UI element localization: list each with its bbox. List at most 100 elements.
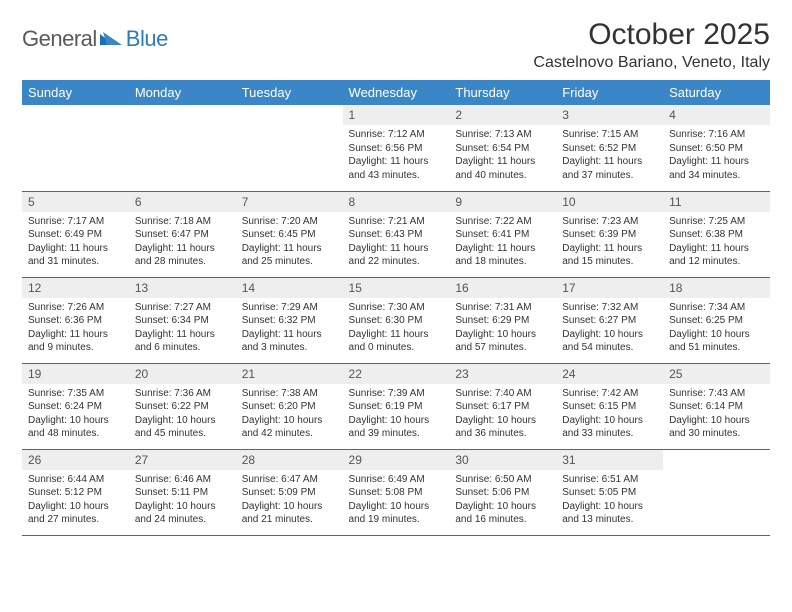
calendar-cell: 24Sunrise: 7:42 AMSunset: 6:15 PMDayligh… <box>556 363 663 449</box>
daylight: Daylight: 10 hours and 48 minutes. <box>28 414 123 441</box>
day-number: 7 <box>236 192 343 212</box>
day-number: 18 <box>663 278 770 298</box>
day-number: 10 <box>556 192 663 212</box>
sunset: Sunset: 6:41 PM <box>455 228 550 242</box>
sunset: Sunset: 5:05 PM <box>562 486 657 500</box>
daylight: Daylight: 11 hours and 43 minutes. <box>349 155 444 182</box>
sunset: Sunset: 6:39 PM <box>562 228 657 242</box>
calendar-cell: 18Sunrise: 7:34 AMSunset: 6:25 PMDayligh… <box>663 277 770 363</box>
day-body: Sunrise: 7:35 AMSunset: 6:24 PMDaylight:… <box>22 384 129 445</box>
day-body: Sunrise: 6:47 AMSunset: 5:09 PMDaylight:… <box>236 470 343 531</box>
dayheader-sun: Sunday <box>22 80 129 105</box>
daylight: Daylight: 11 hours and 31 minutes. <box>28 242 123 269</box>
day-number: 21 <box>236 364 343 384</box>
day-number: 12 <box>22 278 129 298</box>
day-body: Sunrise: 7:43 AMSunset: 6:14 PMDaylight:… <box>663 384 770 445</box>
day-body: Sunrise: 7:15 AMSunset: 6:52 PMDaylight:… <box>556 125 663 186</box>
daylight: Daylight: 10 hours and 39 minutes. <box>349 414 444 441</box>
daylight: Daylight: 11 hours and 25 minutes. <box>242 242 337 269</box>
day-number: 20 <box>129 364 236 384</box>
daylight: Daylight: 11 hours and 6 minutes. <box>135 328 230 355</box>
calendar-row: 26Sunrise: 6:44 AMSunset: 5:12 PMDayligh… <box>22 449 770 535</box>
sunset: Sunset: 6:30 PM <box>349 314 444 328</box>
calendar-row: 5Sunrise: 7:17 AMSunset: 6:49 PMDaylight… <box>22 191 770 277</box>
day-body: Sunrise: 7:31 AMSunset: 6:29 PMDaylight:… <box>449 298 556 359</box>
calendar-cell: 31Sunrise: 6:51 AMSunset: 5:05 PMDayligh… <box>556 449 663 535</box>
daylight: Daylight: 11 hours and 22 minutes. <box>349 242 444 269</box>
calendar-row: 19Sunrise: 7:35 AMSunset: 6:24 PMDayligh… <box>22 363 770 449</box>
sunrise: Sunrise: 7:18 AM <box>135 215 230 229</box>
daylight: Daylight: 11 hours and 18 minutes. <box>455 242 550 269</box>
sunrise: Sunrise: 7:35 AM <box>28 387 123 401</box>
day-body: Sunrise: 7:25 AMSunset: 6:38 PMDaylight:… <box>663 212 770 273</box>
day-body: Sunrise: 6:51 AMSunset: 5:05 PMDaylight:… <box>556 470 663 531</box>
dayheader-sat: Saturday <box>663 80 770 105</box>
logo: General Blue <box>22 18 168 52</box>
day-number: 14 <box>236 278 343 298</box>
daylight: Daylight: 11 hours and 40 minutes. <box>455 155 550 182</box>
calendar-cell: 5Sunrise: 7:17 AMSunset: 6:49 PMDaylight… <box>22 191 129 277</box>
calendar-table: Sunday Monday Tuesday Wednesday Thursday… <box>22 80 770 536</box>
day-body: Sunrise: 7:42 AMSunset: 6:15 PMDaylight:… <box>556 384 663 445</box>
sunrise: Sunrise: 7:29 AM <box>242 301 337 315</box>
day-number: 9 <box>449 192 556 212</box>
day-body: Sunrise: 7:27 AMSunset: 6:34 PMDaylight:… <box>129 298 236 359</box>
day-number: 16 <box>449 278 556 298</box>
dayheader-tue: Tuesday <box>236 80 343 105</box>
sunrise: Sunrise: 7:23 AM <box>562 215 657 229</box>
daylight: Daylight: 10 hours and 24 minutes. <box>135 500 230 527</box>
calendar-cell: 27Sunrise: 6:46 AMSunset: 5:11 PMDayligh… <box>129 449 236 535</box>
calendar-cell: 3Sunrise: 7:15 AMSunset: 6:52 PMDaylight… <box>556 105 663 191</box>
calendar-cell <box>663 449 770 535</box>
sunset: Sunset: 5:12 PM <box>28 486 123 500</box>
sunrise: Sunrise: 7:21 AM <box>349 215 444 229</box>
day-body: Sunrise: 7:13 AMSunset: 6:54 PMDaylight:… <box>449 125 556 186</box>
day-body: Sunrise: 7:39 AMSunset: 6:19 PMDaylight:… <box>343 384 450 445</box>
sunrise: Sunrise: 6:46 AM <box>135 473 230 487</box>
calendar-cell <box>236 105 343 191</box>
calendar-cell: 10 Sunrise: 7:23 AMSunset: 6:39 PMDayligh… <box>556 191 663 277</box>
daylight: Daylight: 11 hours and 15 minutes. <box>562 242 657 269</box>
calendar-cell: 1Sunrise: 7:12 AMSunset: 6:56 PMDaylight… <box>343 105 450 191</box>
sunset: Sunset: 6:50 PM <box>669 142 764 156</box>
sunrise: Sunrise: 7:13 AM <box>455 128 550 142</box>
sunset: Sunset: 6:15 PM <box>562 400 657 414</box>
calendar-cell: 8Sunrise: 7:21 AMSunset: 6:43 PMDaylight… <box>343 191 450 277</box>
sunrise: Sunrise: 6:50 AM <box>455 473 550 487</box>
daylight: Daylight: 10 hours and 36 minutes. <box>455 414 550 441</box>
calendar-row: 12Sunrise: 7:26 AMSunset: 6:36 PMDayligh… <box>22 277 770 363</box>
calendar-cell: 23Sunrise: 7:40 AMSunset: 6:17 PMDayligh… <box>449 363 556 449</box>
day-number: 23 <box>449 364 556 384</box>
day-number: 30 <box>449 450 556 470</box>
dayheader-thu: Thursday <box>449 80 556 105</box>
sunrise: Sunrise: 7:17 AM <box>28 215 123 229</box>
sunrise: Sunrise: 7:32 AM <box>562 301 657 315</box>
calendar-body: 1Sunrise: 7:12 AMSunset: 6:56 PMDaylight… <box>22 105 770 535</box>
day-body: Sunrise: 7:38 AMSunset: 6:20 PMDaylight:… <box>236 384 343 445</box>
sunrise: Sunrise: 7:27 AM <box>135 301 230 315</box>
daylight: Daylight: 11 hours and 34 minutes. <box>669 155 764 182</box>
day-body: Sunrise: 6:49 AMSunset: 5:08 PMDaylight:… <box>343 470 450 531</box>
sunset: Sunset: 6:20 PM <box>242 400 337 414</box>
sunrise: Sunrise: 7:36 AM <box>135 387 230 401</box>
calendar-cell: 11Sunrise: 7:25 AMSunset: 6:38 PMDayligh… <box>663 191 770 277</box>
day-number: 27 <box>129 450 236 470</box>
title-block: October 2025 Castelnovo Bariano, Veneto,… <box>533 18 770 72</box>
day-number: 15 <box>343 278 450 298</box>
sunrise: Sunrise: 7:39 AM <box>349 387 444 401</box>
calendar-cell: 7Sunrise: 7:20 AMSunset: 6:45 PMDaylight… <box>236 191 343 277</box>
calendar-cell: 26Sunrise: 6:44 AMSunset: 5:12 PMDayligh… <box>22 449 129 535</box>
sunset: Sunset: 6:56 PM <box>349 142 444 156</box>
calendar-cell: 4Sunrise: 7:16 AMSunset: 6:50 PMDaylight… <box>663 105 770 191</box>
logo-triangle-icon <box>100 29 122 50</box>
sunrise: Sunrise: 6:49 AM <box>349 473 444 487</box>
calendar-cell: 28Sunrise: 6:47 AMSunset: 5:09 PMDayligh… <box>236 449 343 535</box>
sunrise: Sunrise: 7:22 AM <box>455 215 550 229</box>
sunrise: Sunrise: 7:25 AM <box>669 215 764 229</box>
daylight: Daylight: 10 hours and 42 minutes. <box>242 414 337 441</box>
day-body: Sunrise: 7:40 AMSunset: 6:17 PMDaylight:… <box>449 384 556 445</box>
calendar-cell: 14Sunrise: 7:29 AMSunset: 6:32 PMDayligh… <box>236 277 343 363</box>
sunset: Sunset: 6:14 PM <box>669 400 764 414</box>
day-body: Sunrise: 7:29 AMSunset: 6:32 PMDaylight:… <box>236 298 343 359</box>
month-title: October 2025 <box>533 18 770 52</box>
